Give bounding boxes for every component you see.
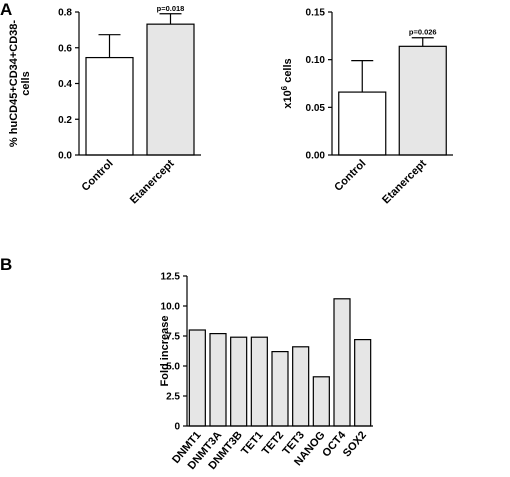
panel-label-b: B [0, 255, 12, 274]
bar-nanog [312, 376, 330, 427]
y-tick-label: 5.0 [166, 362, 180, 373]
bar-dnmt1 [188, 329, 206, 427]
bar-dnmt3b [230, 336, 248, 427]
y-tick-label: 0.4 [58, 79, 72, 90]
p-value-annotation: p=0.018 [157, 4, 185, 13]
bar-control [85, 56, 134, 156]
y-axis-title: % huCD45+CD34+CD38- [8, 20, 20, 147]
y-tick-label: 0.0 [58, 151, 72, 162]
chart-b-absolute-cell-count: Control p=0.026 Etanercept 0.00 0.05 0.10 0.15… [280, 8, 453, 206]
bar-tet3 [292, 346, 310, 427]
y-tick-label: 0.00 [306, 151, 326, 162]
y-tick-label: 0.05 [306, 103, 326, 114]
bar-oct4 [333, 298, 351, 427]
y-tick-label: 0 [174, 422, 180, 433]
y-axis-title: cells [20, 71, 32, 95]
superscript: 6 [280, 85, 289, 90]
category-label: Control [332, 158, 368, 194]
chart-c-fold-increase: DNMT1DNMT3ADNMT3BTET1TET2TET3NANOGOCT4SO… [159, 272, 373, 472]
bar-etanercept [398, 45, 447, 156]
y-tick-label: 12.5 [161, 272, 181, 283]
y-tick-label: 0.10 [306, 55, 326, 66]
y-tick-label: 0.2 [58, 115, 72, 126]
category-label: TET1 [239, 429, 265, 457]
category-label: Control [79, 158, 115, 194]
panel-label-a: A [0, 0, 12, 19]
bar-control [338, 91, 387, 156]
y-tick-label: 7.5 [166, 332, 180, 343]
y-tick-label: 0.6 [58, 43, 72, 54]
y-tick-label: 0.15 [306, 8, 326, 19]
category-label: TET2 [260, 429, 286, 457]
p-value-annotation: p=0.026 [409, 28, 437, 37]
bar-sox2 [354, 339, 372, 427]
bar-etanercept [146, 23, 195, 156]
bar-tet2 [271, 351, 289, 427]
category-label: Etanercept [128, 157, 177, 206]
y-tick-label: 0.8 [58, 8, 72, 19]
bar-dnmt3a [209, 333, 227, 427]
category-label: SOX2 [341, 429, 369, 459]
bar-tet1 [250, 336, 268, 427]
category-label: Etanercept [380, 157, 429, 206]
chart-a-cell-count-percent: Control p=0.018 Etanercept 0.0 0.2 0.4 0.6 0.8%… [8, 4, 201, 206]
y-axis-title: Fold increase [159, 316, 171, 387]
y-axis-title: x106 cells [280, 58, 295, 108]
y-tick-label: 2.5 [166, 392, 180, 403]
y-tick-label: 10.0 [161, 302, 181, 313]
